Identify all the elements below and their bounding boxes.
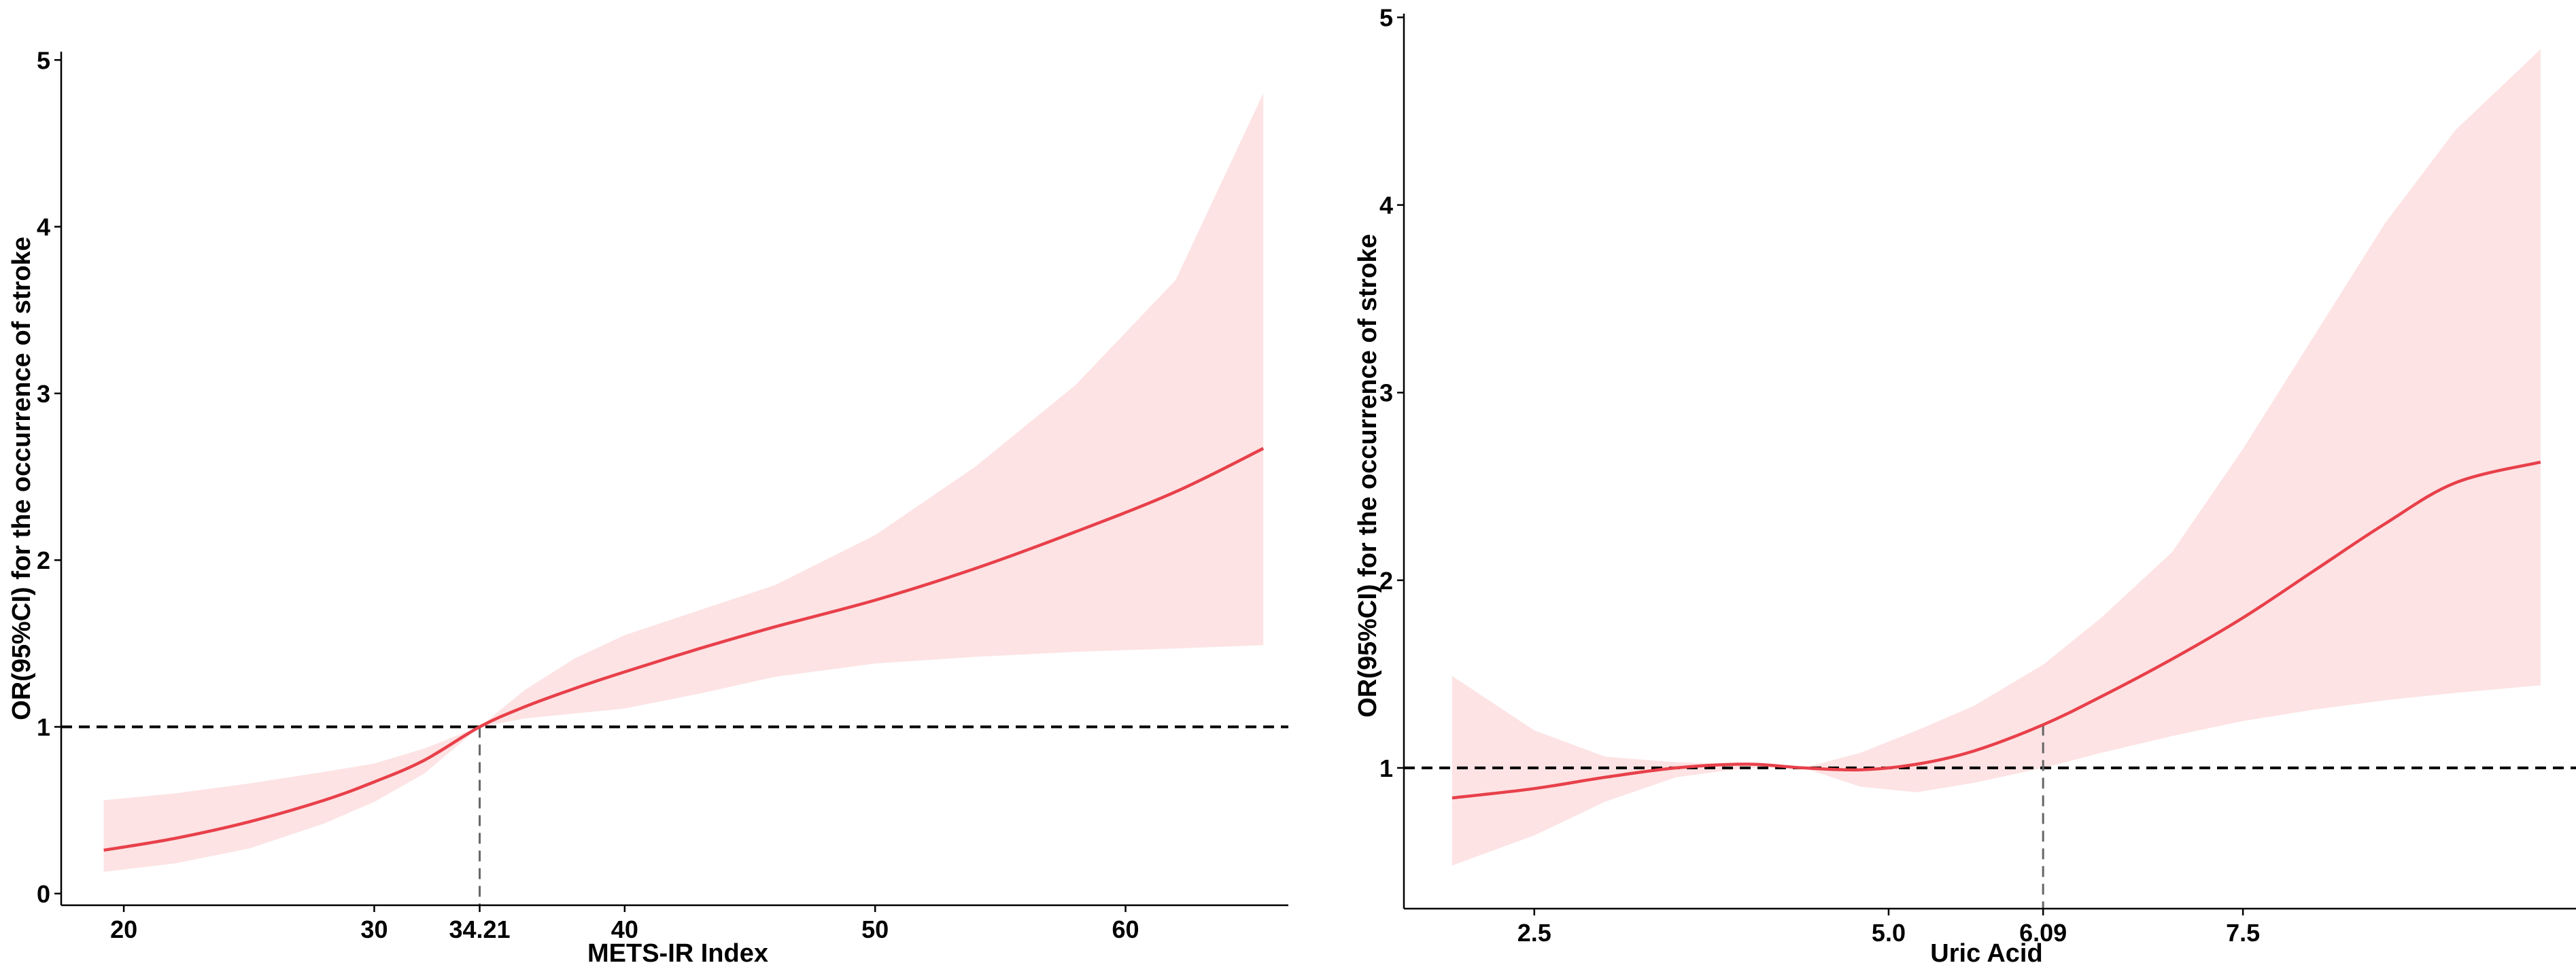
right-or-curve — [1452, 460, 2541, 800]
left-plot-area — [61, 93, 1288, 905]
left-or-curve — [103, 447, 1265, 852]
left-y-tick-label: 2 — [37, 546, 50, 574]
left-x-ticks: 20 30 34.21 40 50 60 — [110, 905, 1139, 943]
right-plot-area — [1404, 49, 2576, 909]
right-ci-band — [1452, 49, 2541, 866]
left-x-tick-label: 34.21 — [449, 915, 510, 943]
left-ci-band — [103, 93, 1264, 872]
right-x-tick-label: 6.09 — [2019, 919, 2067, 947]
left-x-tick-label: 50 — [861, 915, 889, 943]
left-y-tick-label: 4 — [37, 213, 50, 241]
left-x-tick-label: 60 — [1112, 915, 1139, 943]
left-y-tick-label: 3 — [37, 380, 50, 408]
left-x-tick-label: 20 — [110, 915, 137, 943]
right-y-tick-label: 1 — [1379, 754, 1393, 782]
right-y-tick-label: 4 — [1379, 192, 1393, 220]
right-x-tick-label: 2.5 — [1517, 919, 1551, 947]
left-x-axis-title: METS-IR Index — [587, 939, 768, 968]
right-x-ticks: 2.5 5.0 6.09 7.5 — [1517, 909, 2260, 947]
left-y-tick-label: 0 — [37, 880, 50, 908]
left-y-ticks: 0 1 2 3 4 5 — [37, 46, 61, 908]
right-y-tick-label: 5 — [1379, 4, 1393, 32]
right-panel: 1 2 3 4 5 2.5 5.0 6.09 7.5 Uric Acid OR(95%CI) … — [1354, 4, 2576, 968]
right-x-axis-title: Uric Acid — [1930, 939, 2042, 968]
right-x-tick-label: 7.5 — [2226, 919, 2260, 947]
left-y-tick-label: 5 — [37, 46, 50, 74]
left-x-tick-label: 30 — [360, 915, 388, 943]
right-y-axis-title: OR(95%CI) for the occurrence of stroke — [1354, 234, 1382, 718]
left-y-axis-title: OR(95%CI) for the occurrence of stroke — [7, 237, 36, 720]
right-y-tick-label: 2 — [1379, 567, 1393, 595]
left-x-tick-label: 40 — [611, 915, 638, 943]
right-x-tick-label: 5.0 — [1872, 919, 1906, 947]
left-panel: 0 1 2 3 4 5 20 30 34.21 40 50 60 METS-IR Index OR(… — [7, 46, 1288, 968]
right-y-tick-label: 3 — [1379, 379, 1393, 407]
right-y-ticks: 1 2 3 4 5 — [1379, 4, 1404, 782]
left-y-tick-label: 1 — [37, 714, 50, 741]
